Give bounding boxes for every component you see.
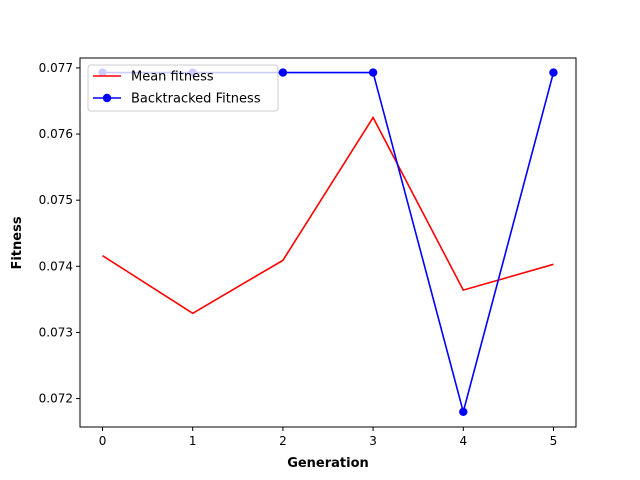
backtracked-fitness-point [459, 407, 468, 416]
backtracked-fitness-point [278, 68, 288, 77]
backtracked-fitness-point [549, 68, 558, 77]
y-tick-label: 0.077 [39, 61, 73, 75]
legend-label: Backtracked Fitness [131, 92, 261, 107]
x-tick-label: 0 [99, 434, 107, 448]
y-tick-label: 0.074 [39, 259, 73, 273]
plot-frame [79, 57, 577, 428]
x-tick-label: 5 [550, 434, 558, 448]
x-tick-label: 2 [279, 434, 287, 448]
y-tick-label: 0.073 [39, 325, 73, 339]
backtracked-fitness-point [368, 68, 378, 77]
y-axis-label: Fitness [10, 216, 25, 269]
y-tick-label: 0.076 [39, 127, 73, 141]
legend-box [87, 64, 279, 112]
ticks-layer: 0 1 2 3 4 5 0.072 0.073 0.074 0.075 0.076 0.077 [39, 61, 558, 448]
legend-marker [102, 93, 112, 103]
plot-area [80, 58, 576, 427]
x-tick-label: 4 [459, 434, 467, 448]
series-line-mean-fitness [102, 115, 554, 315]
legend-label: Mean fitness [131, 70, 214, 85]
y-tick-label: 0.072 [39, 392, 73, 406]
x-tick-label: 3 [369, 434, 377, 448]
x-axis-label: Generation [287, 456, 369, 471]
legend: Mean fitness Backtracked Fitness [87, 64, 279, 112]
y-tick-label: 0.075 [39, 193, 73, 207]
x-tick-label: 1 [189, 434, 197, 448]
